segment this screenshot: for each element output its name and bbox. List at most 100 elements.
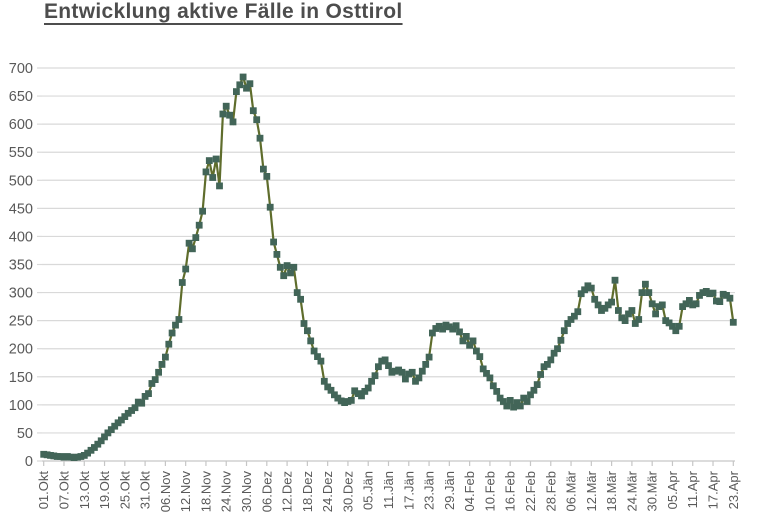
x-tick-label: 12.Dez — [280, 471, 295, 512]
data-point-marker — [314, 353, 321, 360]
data-point-marker — [364, 384, 372, 392]
data-point-marker — [185, 239, 193, 247]
y-tick-label: 200 — [9, 342, 33, 358]
data-point-marker — [107, 426, 115, 433]
data-point-marker — [462, 333, 470, 340]
x-tick-label: 11.Jän — [381, 471, 396, 509]
x-tick-label: 30.Dez — [340, 471, 355, 512]
data-point-marker — [537, 371, 544, 378]
data-point-marker — [483, 370, 490, 377]
y-tick-label: 150 — [9, 370, 33, 386]
data-point-marker — [162, 353, 169, 361]
data-point-marker — [368, 377, 375, 385]
y-tick-label: 250 — [9, 314, 33, 330]
y-tick-label: 300 — [9, 286, 33, 302]
data-point-marker — [222, 102, 230, 110]
x-tick-label: 12.Mär — [584, 470, 599, 511]
data-point-marker — [138, 399, 146, 407]
x-tick-label: 06.Dez — [259, 471, 274, 512]
data-point-marker — [615, 307, 622, 314]
data-point-marker — [280, 272, 288, 280]
data-point-marker — [202, 168, 210, 176]
data-point-marker — [500, 398, 507, 405]
x-tick-label: 13.Okt — [77, 471, 92, 510]
data-point-marker — [192, 234, 200, 241]
data-point-marker — [422, 361, 430, 368]
data-point-marker — [290, 263, 298, 271]
data-point-marker — [587, 284, 595, 292]
data-point-marker — [195, 221, 203, 229]
data-point-marker — [604, 301, 612, 309]
data-point-marker — [317, 357, 325, 365]
data-point-marker — [729, 318, 737, 326]
x-tick-label: 06.Mär — [564, 470, 579, 511]
data-point-marker — [276, 263, 284, 271]
data-point-marker — [635, 316, 643, 323]
x-tick-label: 04.Feb — [462, 471, 477, 511]
y-tick-label: 400 — [9, 229, 33, 245]
data-point-marker — [236, 81, 244, 89]
x-tick-label: 31.Okt — [138, 471, 153, 510]
x-tick-label: 17.Apr — [706, 470, 721, 509]
data-point-marker — [689, 301, 697, 309]
x-tick-label: 16.Feb — [503, 471, 518, 511]
data-point-marker — [351, 387, 359, 395]
data-point-marker — [151, 376, 159, 383]
data-point-marker — [347, 397, 355, 404]
data-point-marker — [273, 251, 281, 258]
data-point-marker — [631, 320, 639, 327]
data-point-marker — [189, 245, 196, 253]
data-point-marker — [178, 279, 186, 286]
data-point-marker — [493, 388, 501, 395]
data-point-marker — [249, 107, 257, 115]
data-point-marker — [672, 327, 680, 335]
data-point-marker — [226, 111, 233, 119]
data-point-marker — [628, 307, 636, 314]
data-point-marker — [172, 321, 179, 329]
data-point-marker — [229, 118, 237, 126]
data-point-marker — [381, 356, 389, 364]
data-point-marker — [479, 365, 487, 373]
data-point-marker — [449, 325, 457, 333]
data-point-marker — [429, 329, 436, 337]
data-point-marker — [297, 295, 304, 303]
data-point-marker — [669, 322, 676, 330]
data-point-marker — [675, 322, 683, 330]
data-point-marker — [256, 134, 264, 142]
data-point-marker — [145, 390, 152, 397]
data-point-marker — [452, 322, 460, 330]
data-point-marker — [564, 320, 572, 327]
data-point-marker — [293, 289, 301, 296]
x-tick-label: 24.Mär — [624, 470, 639, 511]
data-point-marker — [398, 368, 406, 376]
data-point-marker — [638, 289, 646, 296]
x-tick-label: 10.Feb — [482, 471, 497, 511]
data-point-marker — [577, 290, 585, 298]
data-point-marker — [506, 397, 514, 404]
data-point-marker — [219, 110, 227, 118]
y-tick-label: 650 — [9, 89, 33, 105]
x-tick-label: 30.Nov — [239, 471, 254, 513]
x-tick-label: 30.Mär — [645, 470, 660, 511]
data-point-marker — [402, 375, 409, 383]
data-point-marker — [439, 325, 446, 333]
x-tick-label: 23.Apr — [726, 470, 741, 509]
data-point-marker — [726, 294, 734, 302]
data-point-marker — [557, 336, 565, 344]
x-tick-label: 11.Apr — [685, 470, 700, 508]
data-point-marker — [175, 316, 183, 323]
x-tick-label: 18.Mär — [604, 470, 619, 511]
data-point-marker — [168, 329, 176, 337]
data-point-marker — [101, 433, 108, 441]
x-tick-label: 17.Jän — [401, 471, 416, 510]
data-point-marker — [216, 182, 223, 190]
data-point-marker — [530, 386, 538, 394]
data-point-marker — [425, 353, 433, 361]
data-point-marker — [97, 437, 105, 445]
data-point-marker — [270, 238, 277, 246]
data-point-marker — [476, 353, 484, 360]
data-point-marker — [523, 398, 531, 405]
data-point-marker — [645, 289, 653, 296]
data-point-marker — [571, 312, 578, 320]
